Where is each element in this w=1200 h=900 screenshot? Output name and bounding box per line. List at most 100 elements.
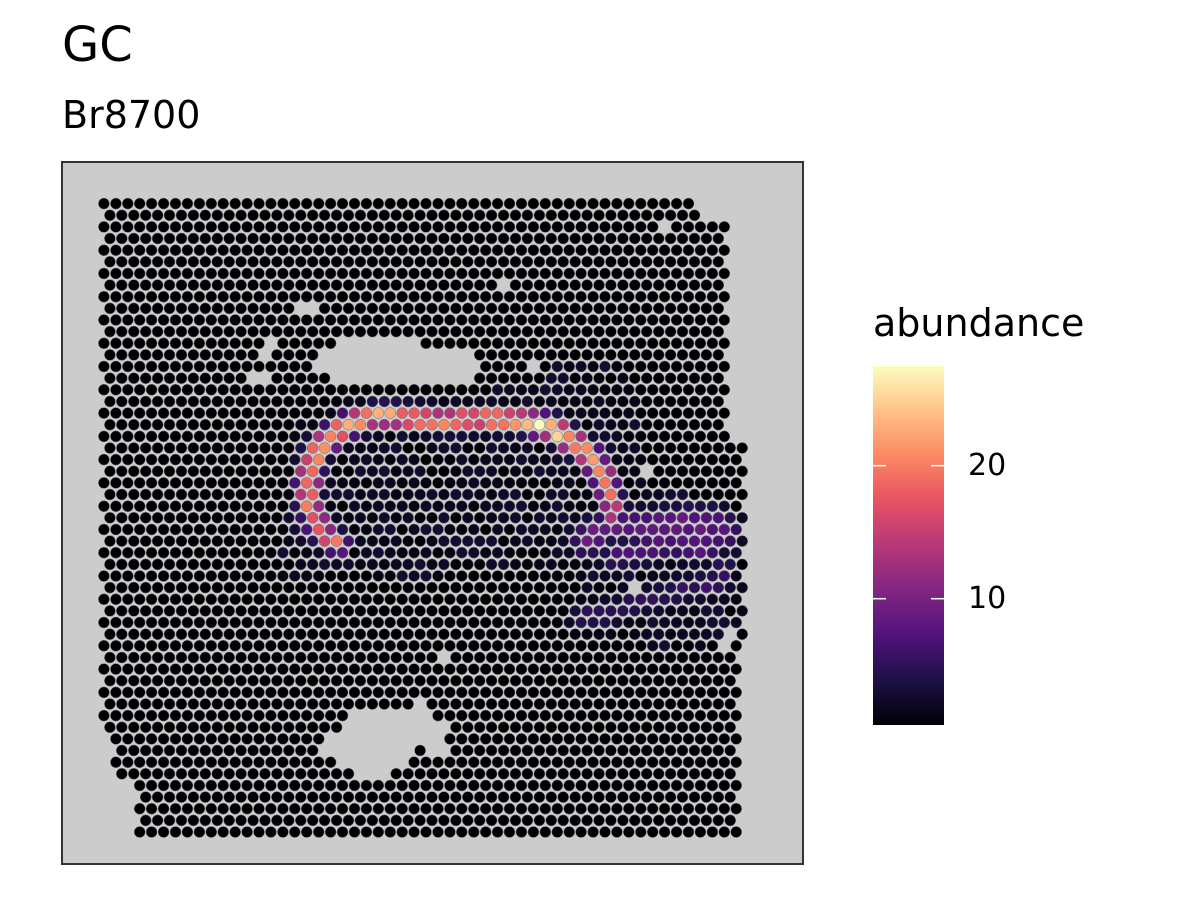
spot xyxy=(479,756,492,768)
spot xyxy=(629,465,641,478)
spot xyxy=(491,221,504,233)
spot xyxy=(533,768,546,780)
spot xyxy=(521,698,534,710)
spot xyxy=(509,325,522,338)
spot xyxy=(384,244,396,256)
spot xyxy=(688,418,701,431)
spot xyxy=(557,628,569,640)
spot xyxy=(545,605,558,617)
spot xyxy=(575,709,587,722)
spot xyxy=(545,302,558,315)
spot xyxy=(217,570,229,582)
spot xyxy=(468,709,480,722)
spot xyxy=(468,756,480,768)
spot xyxy=(706,337,719,350)
spot xyxy=(139,744,152,757)
spot xyxy=(295,279,307,291)
spot xyxy=(694,640,707,652)
spot xyxy=(575,640,587,652)
spot xyxy=(462,209,474,222)
spot xyxy=(575,384,587,396)
spot xyxy=(473,651,486,664)
spot xyxy=(587,314,599,326)
spot xyxy=(253,360,265,373)
spot xyxy=(468,407,480,419)
spot xyxy=(289,384,301,396)
spot xyxy=(402,535,414,547)
spot xyxy=(312,640,325,652)
spot xyxy=(247,465,259,478)
spot xyxy=(133,314,146,326)
spot xyxy=(402,791,414,803)
spot xyxy=(617,581,629,594)
spot xyxy=(569,395,581,408)
spot xyxy=(271,535,283,547)
spot xyxy=(348,221,361,233)
spot xyxy=(652,325,665,338)
spot xyxy=(503,267,516,280)
spot xyxy=(599,570,611,582)
spot xyxy=(509,442,522,454)
spot xyxy=(318,791,331,803)
spot xyxy=(151,674,164,687)
spot xyxy=(456,290,468,303)
spot xyxy=(187,791,200,803)
spot xyxy=(145,546,158,559)
spot xyxy=(151,209,164,222)
spot xyxy=(694,360,707,373)
spot xyxy=(551,221,564,233)
spot xyxy=(408,616,420,629)
spot xyxy=(157,826,170,838)
spot xyxy=(181,826,194,838)
spot xyxy=(283,325,295,338)
spot xyxy=(497,256,510,268)
spot xyxy=(712,325,725,338)
spot xyxy=(527,477,540,489)
spot xyxy=(557,279,569,291)
spot xyxy=(396,477,408,489)
spot xyxy=(116,581,128,594)
spot xyxy=(635,453,647,466)
spot xyxy=(521,418,534,431)
spot xyxy=(450,256,462,268)
spot xyxy=(396,453,408,466)
spot xyxy=(414,512,426,524)
spot xyxy=(462,488,474,501)
spot xyxy=(479,314,492,326)
spot xyxy=(539,802,552,815)
spot xyxy=(98,197,110,210)
spot xyxy=(336,826,349,838)
spot xyxy=(217,616,229,629)
spot xyxy=(289,290,301,303)
spot xyxy=(402,232,414,245)
spot xyxy=(366,581,379,594)
spot xyxy=(104,465,116,478)
spot xyxy=(587,640,599,652)
spot xyxy=(718,523,731,536)
spot xyxy=(569,698,581,710)
spot xyxy=(593,814,605,827)
spot xyxy=(587,756,599,768)
spot xyxy=(235,721,247,734)
spot xyxy=(581,651,593,664)
spot xyxy=(432,686,444,699)
spot xyxy=(283,721,295,734)
spot xyxy=(318,605,331,617)
spot xyxy=(402,302,414,315)
spot xyxy=(241,523,253,536)
spot xyxy=(599,314,611,326)
spot xyxy=(736,535,748,547)
spot xyxy=(617,698,629,710)
spot xyxy=(491,244,504,256)
spot xyxy=(462,628,474,640)
spot xyxy=(336,709,349,722)
spot xyxy=(378,581,391,594)
spot xyxy=(635,267,647,280)
spot xyxy=(664,721,677,734)
spot xyxy=(509,674,522,687)
spot xyxy=(414,395,426,408)
spot xyxy=(485,488,498,501)
spot xyxy=(563,686,575,699)
spot xyxy=(450,628,462,640)
spot xyxy=(676,512,689,524)
